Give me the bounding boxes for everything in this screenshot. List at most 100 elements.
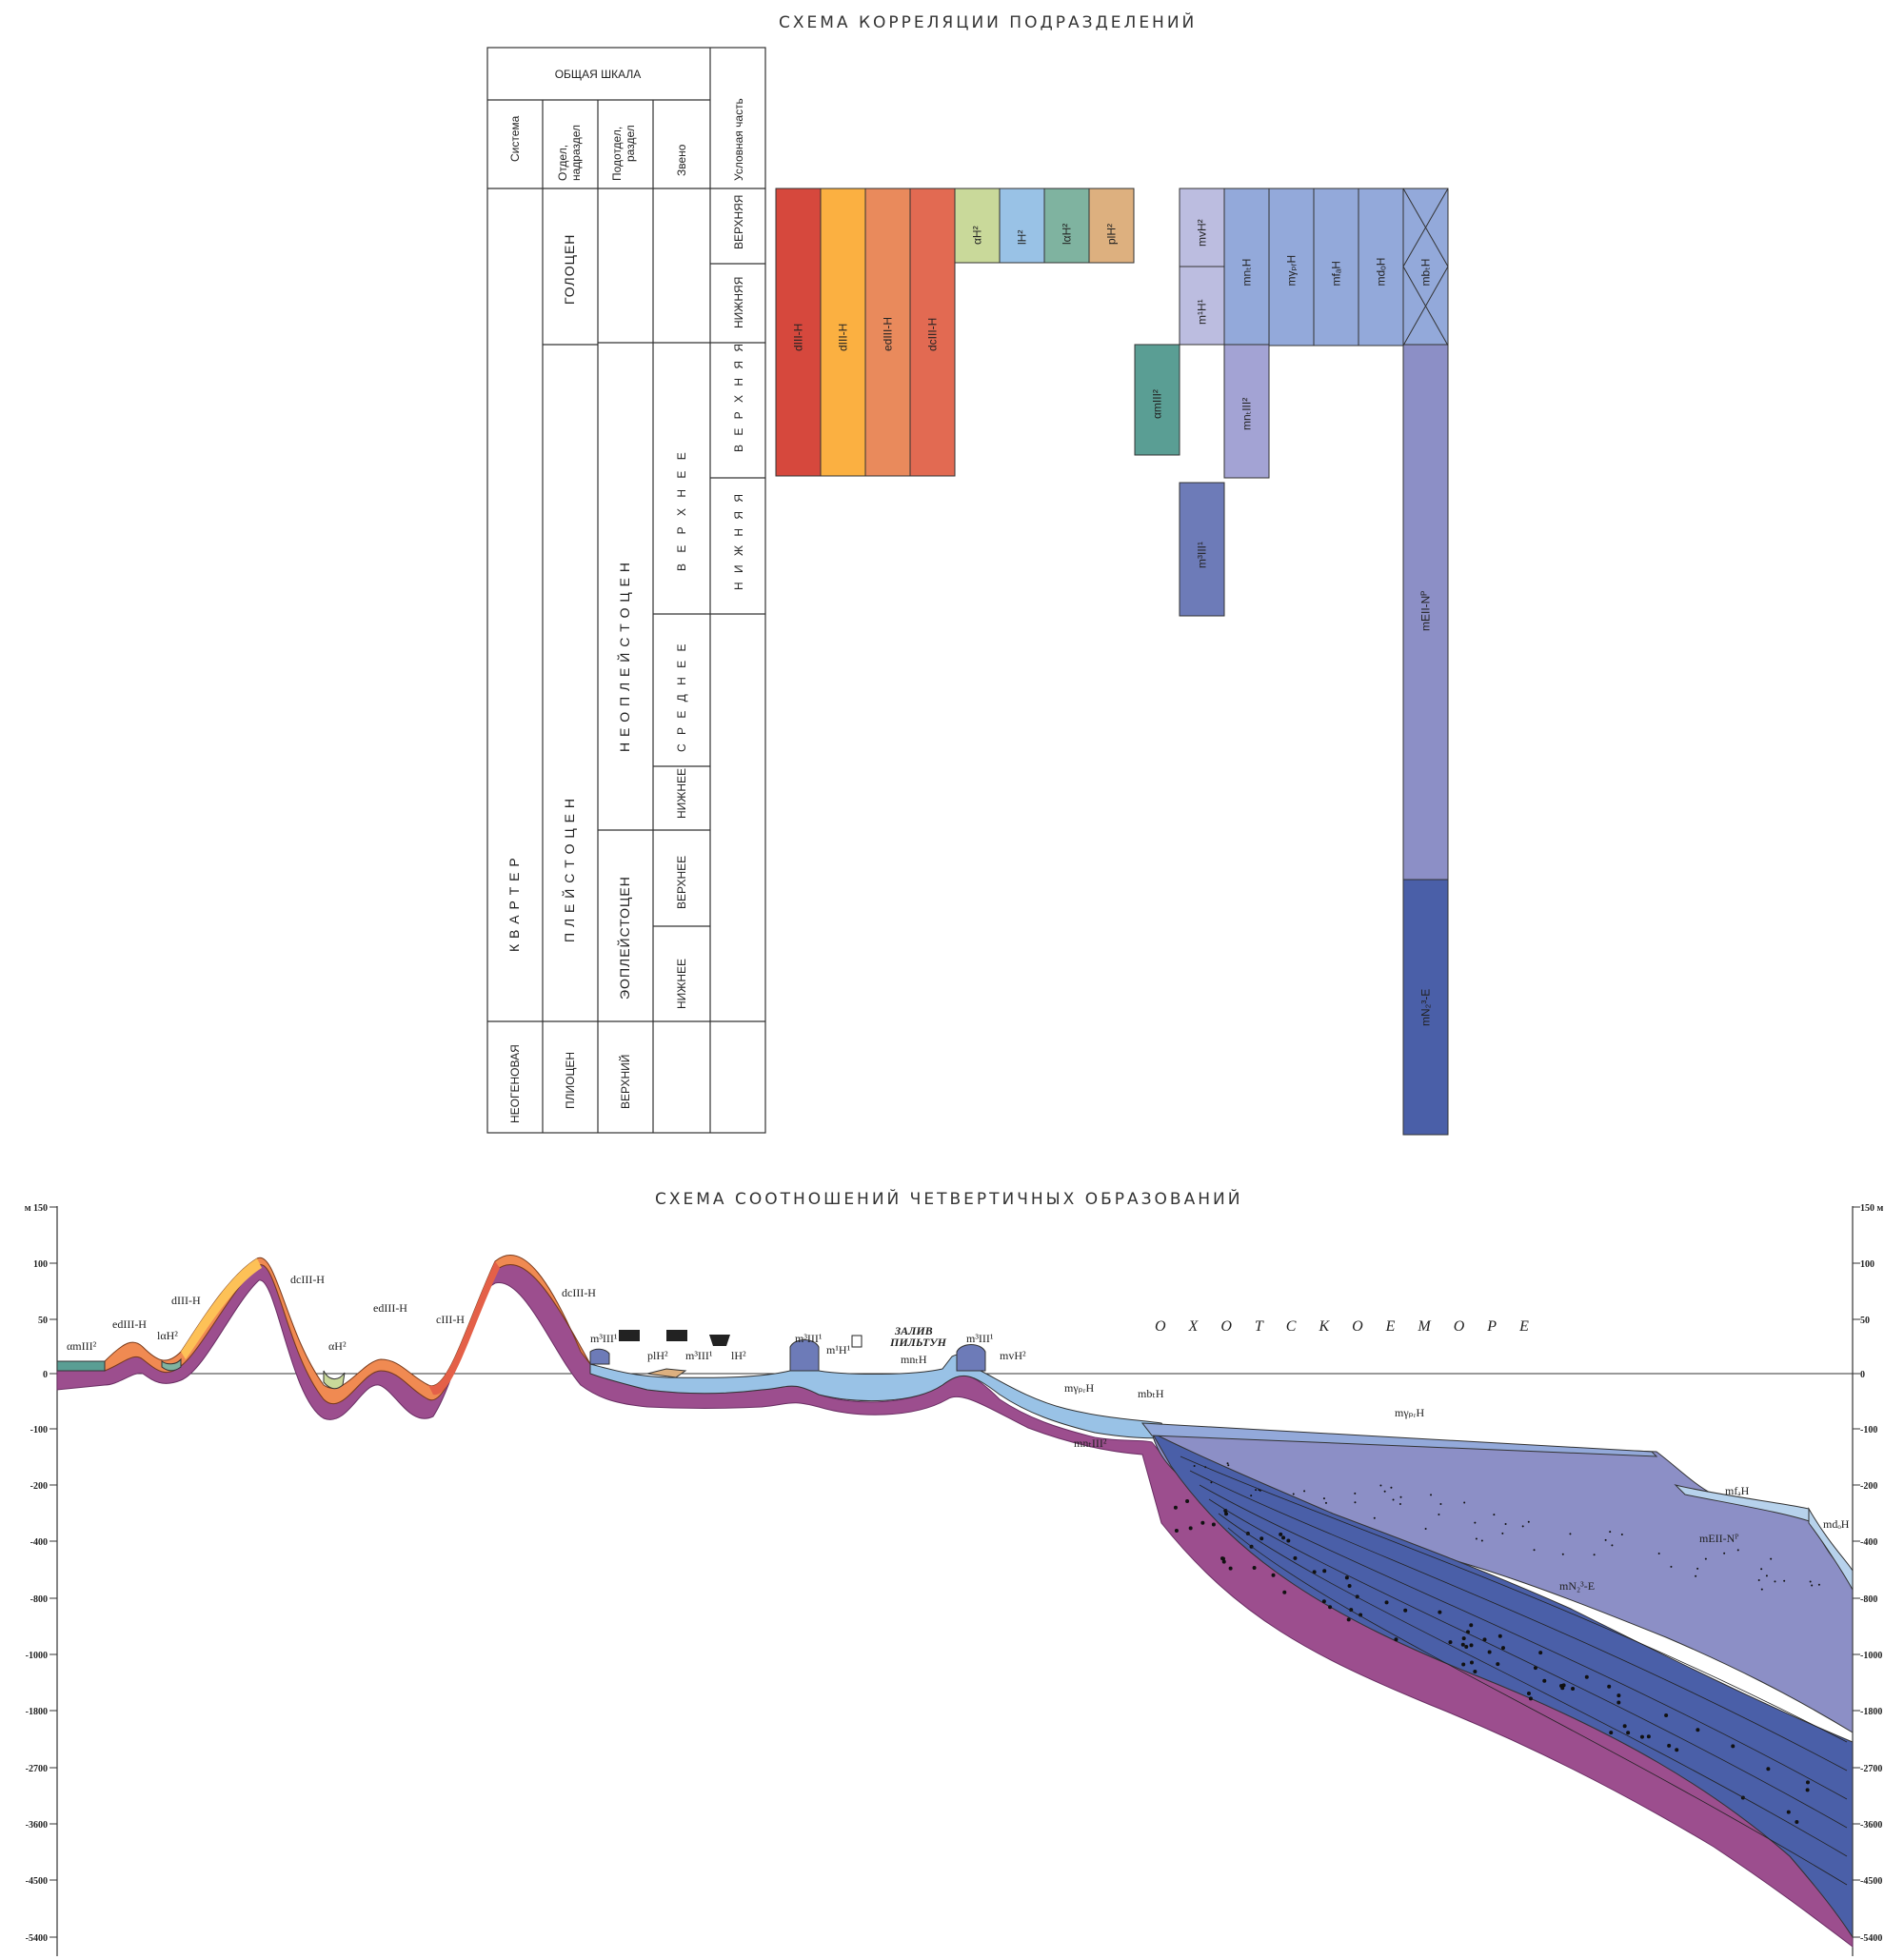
axis-tick-label: -200 bbox=[30, 1481, 48, 1492]
unit-block-label: mN₂³-E bbox=[1419, 989, 1433, 1026]
axis-tick-label: -800 bbox=[30, 1594, 48, 1605]
section-unit-label: dcIII-H bbox=[290, 1273, 325, 1286]
axis-tick-label: -4500 bbox=[26, 1876, 48, 1887]
correlation-table bbox=[486, 47, 766, 1134]
axis-tick-label: -400 bbox=[30, 1537, 48, 1548]
section-unit-label: mEII-Nᴾ bbox=[1699, 1532, 1738, 1545]
section-unit-label: m¹H¹ bbox=[826, 1343, 851, 1356]
section-unit-label: mγₚᵣH bbox=[1064, 1381, 1095, 1395]
unit-block-label: dcIII-H bbox=[926, 318, 940, 351]
section-labels: αmIII² edIII-H lαH² dIII-H dcIII-H αH² edIII-H… bbox=[67, 1273, 1850, 1593]
unit-block-label: mdₒH bbox=[1375, 258, 1388, 287]
axis-tick-label: -1000 bbox=[26, 1651, 48, 1661]
section-unit-label: m³III¹ bbox=[590, 1332, 618, 1345]
axis-tick-label: -5400 bbox=[26, 1933, 48, 1944]
axis-tick-label: 0 bbox=[43, 1370, 48, 1380]
unit-block-label: dIII-H bbox=[792, 324, 805, 351]
middle-link-label: С Р Е Д Н Е Е bbox=[675, 642, 688, 752]
unit-block bbox=[1043, 188, 1090, 264]
section-unit-label: αmIII² bbox=[67, 1339, 97, 1353]
unit-block bbox=[909, 188, 956, 477]
unit-block-label: mnₜH bbox=[1240, 259, 1254, 287]
axis-tick-label: -2700 bbox=[26, 1764, 48, 1774]
axis-tick-label: 0 bbox=[1860, 1370, 1865, 1380]
section-unit-label: lαH² bbox=[157, 1329, 178, 1342]
unit-block-label: αH² bbox=[971, 226, 984, 245]
unit-block-label: lαH² bbox=[1061, 224, 1074, 245]
pleistocene-label: П Л Е Й С Т О Ц Е Н bbox=[561, 798, 577, 942]
unit-block-label: mEII-Nᴾ bbox=[1419, 591, 1433, 631]
upper-eo-label: ВЕРХНЕЕ bbox=[675, 856, 688, 909]
section-unit-label: mdₒH bbox=[1823, 1517, 1850, 1531]
section-unit-label: edIII-H bbox=[112, 1317, 147, 1331]
unit-block bbox=[1402, 188, 1449, 346]
section-unit-label: cIII-H bbox=[436, 1313, 465, 1326]
unit-block bbox=[820, 188, 866, 477]
section-unit-label: mnₜIII² bbox=[1074, 1436, 1107, 1450]
axis-tick-label: -1800 bbox=[1860, 1707, 1882, 1717]
axis-tick-label: -800 bbox=[1860, 1594, 1877, 1605]
sea-label: О Х О Т С К О Е М О Р Е bbox=[1155, 1318, 1538, 1335]
axis-tick-label: -400 bbox=[1860, 1537, 1877, 1548]
axis-tick-label: 50 bbox=[38, 1316, 48, 1326]
col-link: Звено bbox=[675, 144, 688, 176]
axis-tick-label: -3600 bbox=[1860, 1820, 1882, 1831]
section-unit-label: m³III¹ bbox=[966, 1332, 994, 1345]
unit-block bbox=[999, 188, 1045, 264]
unit-block bbox=[1223, 188, 1270, 346]
holocene-label: ГОЛОЦЕН bbox=[562, 234, 577, 305]
section-unit-label: αH² bbox=[328, 1339, 347, 1353]
unit-block-label: mnₜIII² bbox=[1240, 398, 1254, 430]
axis-tick-label: -1800 bbox=[26, 1707, 48, 1717]
axis-tick-label: -1000 bbox=[1860, 1651, 1882, 1661]
unit-block-label: mvH² bbox=[1196, 219, 1209, 247]
col-dept-1: Отдел, bbox=[556, 145, 569, 181]
axis-tick-label: 50 bbox=[1860, 1316, 1870, 1326]
lower-neo-label: НИЖНЕЕ bbox=[675, 768, 688, 819]
bay-label-1: ЗАЛИВ bbox=[894, 1324, 933, 1337]
axis-tick-label: -3600 bbox=[26, 1820, 48, 1831]
section-unit-label: mbₜH bbox=[1138, 1387, 1164, 1400]
unit-block bbox=[1402, 344, 1449, 881]
unit-block bbox=[775, 188, 822, 477]
borehole-symbol bbox=[619, 1330, 640, 1341]
neogene-label: НЕОГЕНОВАЯ bbox=[508, 1044, 522, 1123]
section-unit-label: m³III¹ bbox=[685, 1349, 713, 1362]
unit-block bbox=[1179, 266, 1225, 346]
col-system: Система bbox=[508, 115, 522, 162]
general-scale-label: ОБЩАЯ ШКАЛА bbox=[555, 68, 642, 81]
unit-block bbox=[1268, 188, 1315, 346]
holocene-marine-cover bbox=[1140, 1422, 1658, 1457]
section-unit-label: plH² bbox=[647, 1349, 668, 1362]
station-symbol bbox=[851, 1335, 863, 1348]
neopleistocene-label: Н Е О П Л Е Й С Т О Ц Е Н bbox=[616, 562, 632, 752]
unit-block-label: lH² bbox=[1016, 230, 1029, 245]
axis-tick-label: -2700 bbox=[1860, 1764, 1882, 1774]
section-unit-label: lH² bbox=[731, 1349, 746, 1362]
section-unit-label: mfₐH bbox=[1725, 1484, 1750, 1497]
unit-block-label: mfₐH bbox=[1330, 261, 1343, 286]
section-unit-label: m³III¹ bbox=[795, 1332, 823, 1345]
bay-label-2: ПИЛЬТУН bbox=[889, 1336, 947, 1349]
quaternary-label: К В А Р Т Е Р bbox=[506, 857, 522, 952]
unit-block-label: mγₚᵣH bbox=[1285, 255, 1299, 287]
unit-block-label: m¹H¹ bbox=[1196, 299, 1209, 325]
axis-tick-label: -5400 bbox=[1860, 1933, 1882, 1944]
pl-lower-label: Н И Ж Н Я Я bbox=[732, 491, 745, 590]
unit-block bbox=[1313, 188, 1359, 346]
neogene-wedge bbox=[1150, 1431, 1854, 1939]
axis-tick-label: -4500 bbox=[1860, 1876, 1882, 1887]
upper-plio-label: ВЕРХНИЙ bbox=[618, 1055, 632, 1109]
correlation-title: СХЕМА КОРРЕЛЯЦИИ ПОДРАЗДЕЛЕНИЙ bbox=[779, 13, 1198, 32]
unit-block bbox=[1134, 344, 1180, 456]
unit-block bbox=[1402, 879, 1449, 1136]
section-unit-label: dcIII-H bbox=[562, 1286, 596, 1299]
col-conditional: Условная часть bbox=[732, 98, 745, 181]
unit-block bbox=[1223, 344, 1270, 479]
unit-block bbox=[1088, 188, 1135, 264]
holo-lower-label: НИЖНЯЯ bbox=[732, 277, 745, 328]
axis-tick-label: -100 bbox=[1860, 1425, 1877, 1435]
alluvial-marine-deposit bbox=[56, 1360, 106, 1372]
section-title: СХЕМА СООТНОШЕНИЙ ЧЕТВЕРТИЧНЫХ ОБРАЗОВАН… bbox=[655, 1190, 1243, 1209]
